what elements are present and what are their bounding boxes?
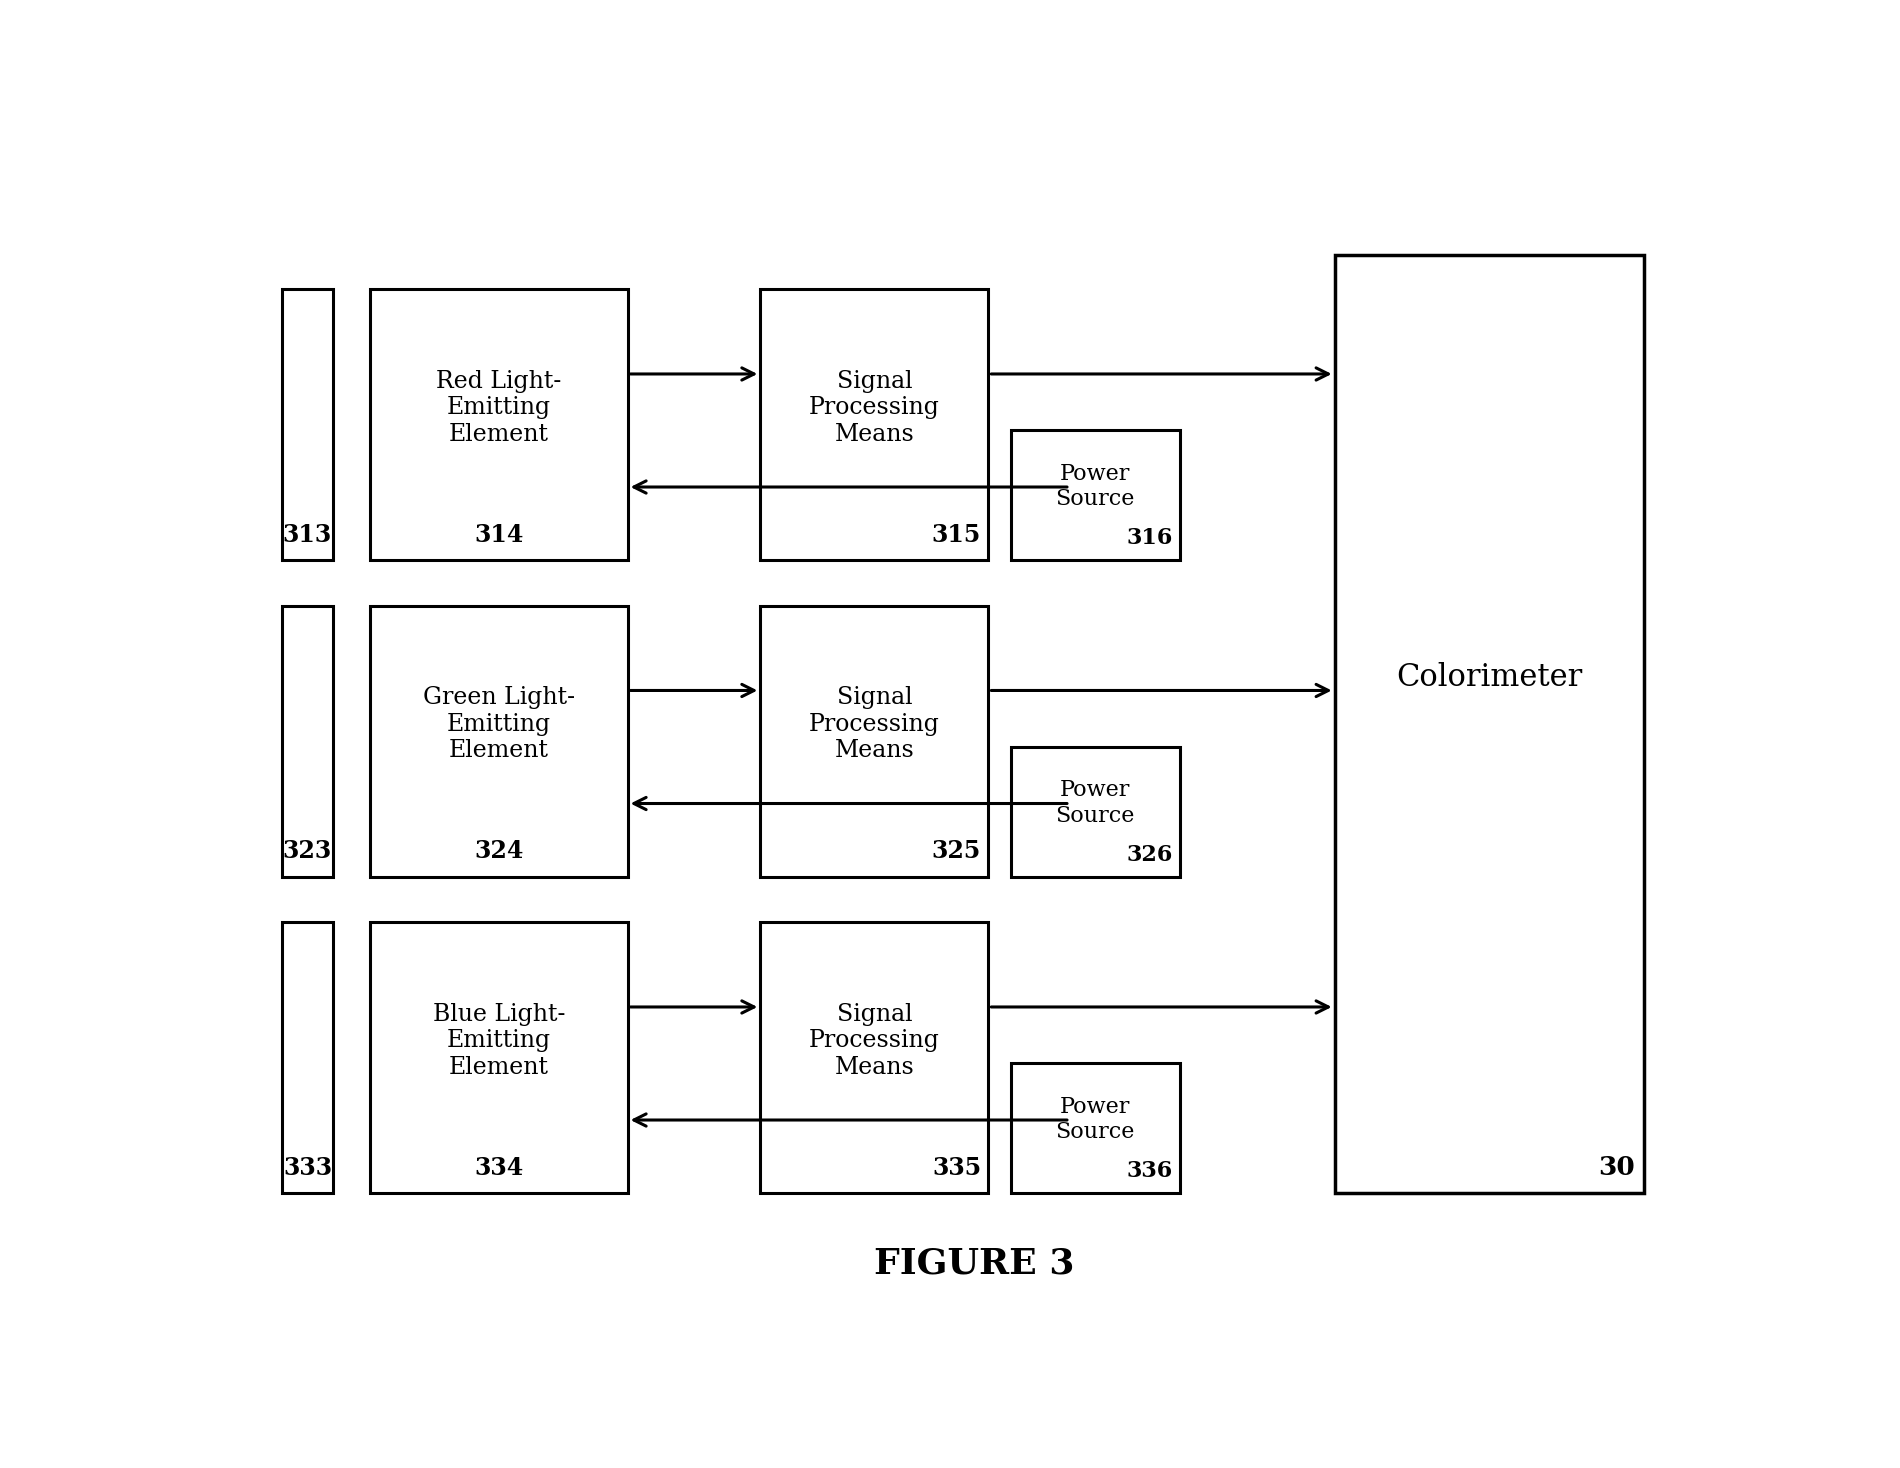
Bar — [1011, 1063, 1180, 1193]
Bar — [760, 606, 988, 876]
Text: Power
Source: Power Source — [1056, 462, 1134, 511]
Text: 323: 323 — [283, 840, 332, 863]
Text: Green Light-
Emitting
Element: Green Light- Emitting Element — [424, 686, 576, 762]
Bar — [1334, 255, 1644, 1193]
Text: 315: 315 — [931, 523, 980, 548]
Text: 333: 333 — [283, 1155, 332, 1180]
Bar — [370, 922, 627, 1193]
Text: Power
Source: Power Source — [1056, 780, 1134, 826]
Text: Power
Source: Power Source — [1056, 1095, 1134, 1144]
Text: 336: 336 — [1127, 1160, 1172, 1182]
Text: 313: 313 — [283, 523, 332, 548]
Bar — [370, 289, 627, 561]
Text: 335: 335 — [933, 1155, 980, 1180]
Bar — [1011, 430, 1180, 561]
Text: 324: 324 — [475, 840, 524, 863]
Text: 325: 325 — [931, 840, 980, 863]
Text: 314: 314 — [475, 523, 524, 548]
Text: Signal
Processing
Means: Signal Processing Means — [809, 370, 940, 446]
Text: 334: 334 — [475, 1155, 524, 1180]
Text: Signal
Processing
Means: Signal Processing Means — [809, 686, 940, 762]
Bar — [760, 289, 988, 561]
Bar — [370, 606, 627, 876]
Bar — [281, 922, 332, 1193]
Text: FIGURE 3: FIGURE 3 — [874, 1246, 1073, 1280]
Bar — [760, 922, 988, 1193]
Text: Signal
Processing
Means: Signal Processing Means — [809, 1003, 940, 1079]
Text: Blue Light-
Emitting
Element: Blue Light- Emitting Element — [433, 1003, 564, 1079]
Bar — [281, 606, 332, 876]
Bar — [281, 289, 332, 561]
Text: Red Light-
Emitting
Element: Red Light- Emitting Element — [437, 370, 562, 446]
Bar — [1011, 747, 1180, 876]
Text: 316: 316 — [1127, 527, 1172, 549]
Text: Colorimeter: Colorimeter — [1396, 662, 1583, 693]
Text: 326: 326 — [1127, 844, 1172, 866]
Text: 30: 30 — [1598, 1155, 1634, 1180]
